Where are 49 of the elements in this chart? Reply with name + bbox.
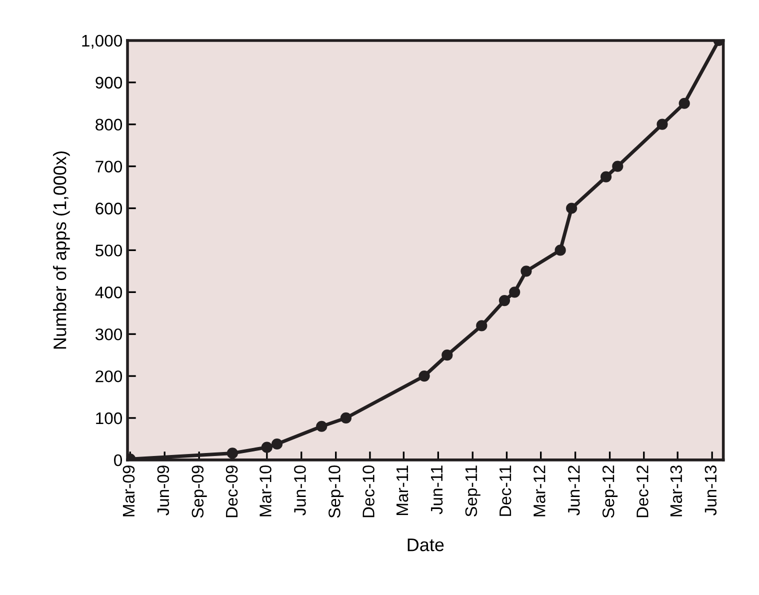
x-tick-label: Mar-11 [396,466,408,515]
point [226,448,238,459]
x-tick-label: Mar-09 [122,466,135,516]
y-tick-label: 1,000 [82,34,122,49]
x-tick-label: Dec-11 [500,466,512,516]
x-tick-label: Sep-11 [465,466,480,517]
y-tick-label: 100 [96,412,122,424]
point [418,370,430,382]
point [612,160,624,172]
y-tick-label: 500 [96,244,122,256]
point [678,98,690,109]
x-tick-label: Sep-09 [192,466,207,518]
point [554,244,566,256]
point [498,294,510,306]
y-tick-label: 600 [96,202,122,214]
y-tick-label: 0 [114,454,122,466]
x-axis-title: Date [408,538,444,552]
point [520,266,532,277]
x-tick-label: Jun-13 [704,466,717,516]
x-tick-label: Mar-13 [670,466,682,516]
point [509,286,520,298]
point [271,438,283,450]
y-axis-title: Number of apps (1,000x) [53,151,70,349]
point [600,171,612,182]
y-tick-label: 900 [96,76,122,89]
x-tick-label: Dec-09 [226,466,238,518]
y-tick-label: 700 [96,160,122,173]
point [261,442,272,453]
x-tick-label: Dec-12 [636,466,648,518]
point [340,412,352,424]
x-tick-label: Sep-10 [328,465,344,518]
line-series [128,40,724,460]
point [566,202,578,214]
x-tick-label: Sep-12 [602,466,618,518]
x-tick-label: Mar-10 [260,465,272,516]
point [442,350,453,361]
y-tick-label: 800 [96,118,122,131]
point [656,118,668,130]
x-tick-label: Jun-12 [568,466,580,516]
x-tick-label: Jun-11 [431,466,443,514]
x-tick-label: Dec-10 [362,465,374,518]
x-tick-label: Mar-12 [534,466,546,516]
x-tick-label: Jun-10 [294,465,306,516]
point [316,420,328,432]
point [476,320,488,332]
y-tick-label: 300 [95,328,122,340]
x-tick-label: Jun-09 [157,466,170,516]
y-tick-label: 400 [95,286,122,298]
y-tick-label: 200 [96,370,122,382]
